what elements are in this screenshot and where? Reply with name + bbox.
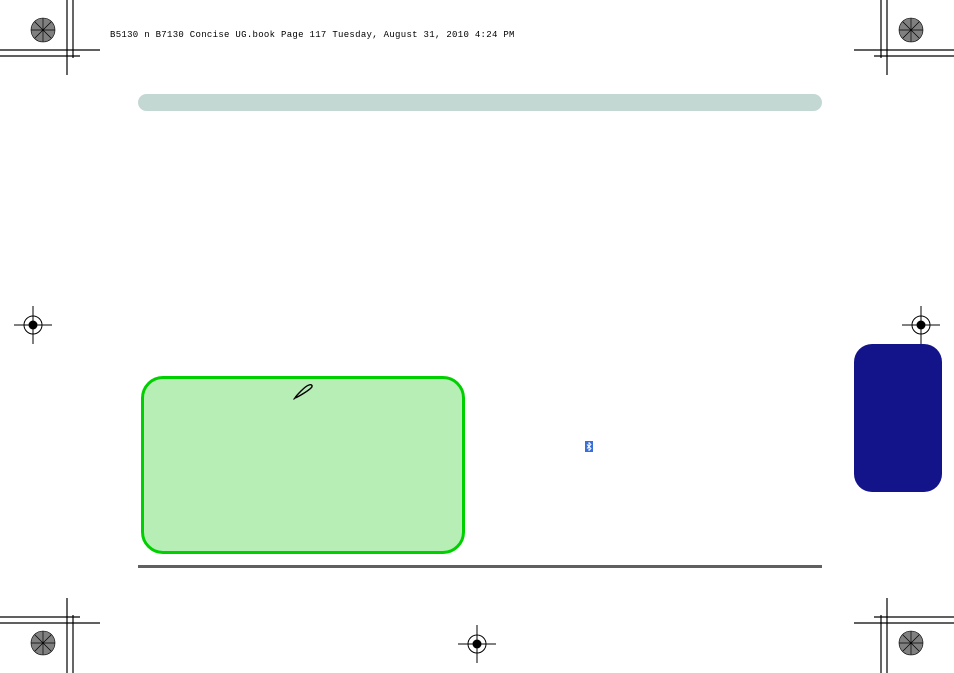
section-title-bar [138,94,822,111]
page-header-text: B5130 n B7130 Concise UG.book Page 117 T… [110,30,515,40]
crop-mark-bottom-mid [452,619,502,669]
crop-mark-top-right [844,0,954,90]
crop-mark-bottom-right [844,583,954,673]
crop-mark-top-left [0,0,110,90]
crop-mark-right-mid [896,300,946,350]
page-number-tab [854,344,942,492]
content-divider [138,565,822,568]
pen-icon [293,384,315,400]
crop-mark-left-mid [8,300,58,350]
crop-mark-bottom-left [0,583,110,673]
bluetooth-icon [585,441,593,452]
note-box [141,376,465,554]
